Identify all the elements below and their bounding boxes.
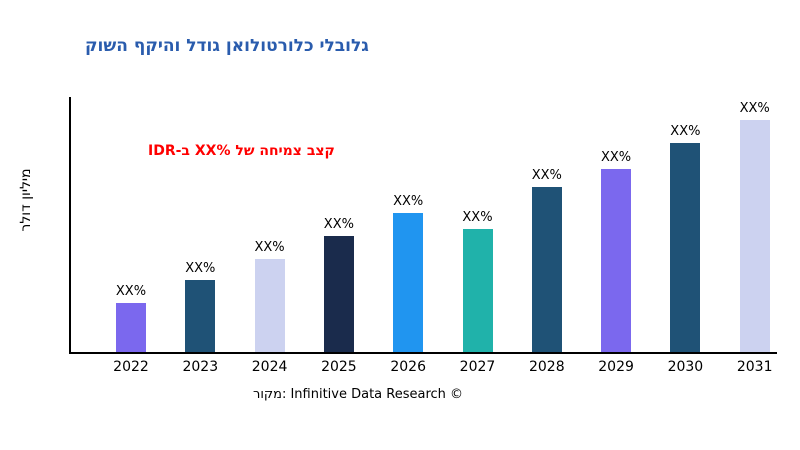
x-tick-label-2024: 2024 — [251, 359, 288, 375]
bar-value-label-2026: XX% — [393, 193, 424, 209]
bar-2028 — [531, 187, 562, 352]
bar-value-label-2024: XX% — [254, 240, 285, 256]
x-tick-label-2027: 2027 — [459, 359, 496, 375]
bar-2029 — [601, 168, 632, 352]
growth-note-value: XX% — [194, 143, 231, 159]
x-tick-label-2022: 2022 — [113, 359, 149, 375]
bar-2022 — [116, 303, 146, 352]
bar-value-label-2023: XX% — [185, 261, 216, 277]
growth-note-suffix: ב-IDR — [148, 143, 190, 159]
y-axis-label: מיליון דולר — [18, 168, 34, 232]
bar-value-label-2028: XX% — [531, 168, 562, 184]
bar-2027 — [462, 229, 493, 352]
bar-value-label-2027: XX% — [462, 210, 493, 226]
chart-title: גלובלי כלורטולואן גודל והיקף השוק — [85, 36, 369, 56]
bar-value-label-2031: XX% — [739, 101, 770, 116]
bar-value-label-2029: XX% — [601, 149, 632, 165]
bar-2025 — [323, 236, 354, 352]
bar-2026 — [393, 212, 424, 352]
bar-2023 — [185, 280, 216, 352]
bar-value-label-2025: XX% — [323, 217, 354, 232]
growth-rate-annotation: קצב צמיחה של XX% ב-IDR — [148, 143, 335, 159]
bar-2031 — [739, 120, 770, 352]
x-tick-label-2031: 2031 — [736, 359, 773, 375]
bar-value-label-2022: XX% — [115, 284, 147, 300]
source-caption: מקור: Infinitive Data Research © — [253, 387, 464, 402]
x-tick-label-2026: 2026 — [390, 359, 426, 375]
x-tick-label-2023: 2023 — [182, 359, 219, 375]
y-axis-line — [69, 97, 71, 354]
bar-2024 — [254, 259, 285, 352]
x-tick-label-2025: 2025 — [321, 359, 357, 375]
x-tick-label-2028: 2028 — [528, 359, 565, 375]
x-tick-label-2030: 2030 — [667, 359, 704, 375]
x-tick-label-2029: 2029 — [598, 359, 634, 375]
bar-2030 — [670, 143, 701, 352]
growth-note-prefix: קצב צמיחה של — [235, 143, 335, 159]
x-axis-line — [69, 352, 777, 354]
bar-value-label-2030: XX% — [670, 124, 701, 140]
